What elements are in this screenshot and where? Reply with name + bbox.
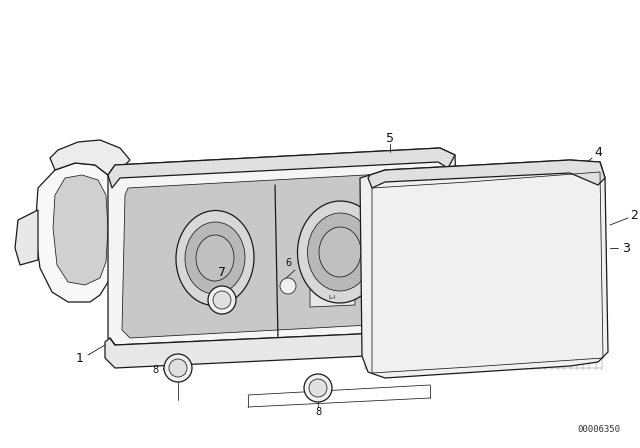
Text: 8: 8: [152, 365, 158, 375]
Text: 00006350: 00006350: [577, 425, 620, 434]
Text: 4: 4: [594, 146, 602, 159]
Circle shape: [164, 354, 192, 382]
Text: 2: 2: [630, 208, 638, 221]
Polygon shape: [368, 160, 605, 188]
Polygon shape: [53, 175, 108, 285]
Polygon shape: [15, 210, 38, 265]
Text: 1: 1: [76, 352, 84, 365]
Text: 6: 6: [285, 258, 291, 268]
Polygon shape: [35, 163, 118, 302]
Ellipse shape: [185, 222, 245, 294]
Polygon shape: [108, 148, 455, 188]
Ellipse shape: [196, 235, 234, 281]
Text: 5: 5: [386, 132, 394, 145]
Ellipse shape: [176, 211, 254, 306]
Text: L-I: L-I: [328, 294, 336, 300]
Circle shape: [169, 359, 187, 377]
Polygon shape: [105, 320, 460, 368]
Circle shape: [213, 291, 231, 309]
Polygon shape: [108, 148, 460, 345]
Polygon shape: [310, 283, 355, 307]
Polygon shape: [122, 172, 438, 338]
Polygon shape: [50, 140, 130, 175]
Ellipse shape: [307, 213, 372, 291]
Text: 7: 7: [218, 266, 226, 279]
Ellipse shape: [298, 201, 383, 303]
Circle shape: [280, 278, 296, 294]
Text: 8: 8: [315, 407, 321, 417]
Circle shape: [304, 374, 332, 402]
Circle shape: [309, 379, 327, 397]
Ellipse shape: [319, 227, 361, 277]
Text: 3: 3: [622, 241, 630, 254]
Circle shape: [208, 286, 236, 314]
Polygon shape: [360, 160, 608, 378]
